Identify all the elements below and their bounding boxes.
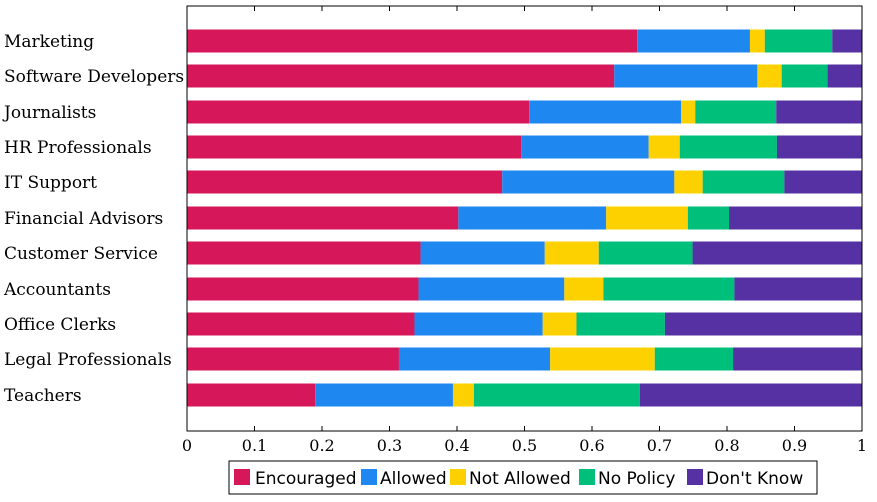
category-label: Accountants: [3, 280, 111, 300]
category-label: Legal Professionals: [4, 350, 172, 370]
bar-segment-1: [187, 312, 415, 336]
bar-segment-3: [648, 135, 680, 159]
legend-label: Not Allowed: [469, 469, 571, 489]
category-label: Financial Advisors: [4, 209, 163, 229]
bars-layer: [187, 29, 862, 407]
bar-segment-1: [187, 347, 399, 371]
bar-segment-2: [315, 383, 453, 407]
bar-segment-5: [776, 100, 862, 124]
bar-segment-5: [832, 29, 862, 53]
bar-segment-5: [734, 277, 862, 301]
bar-segment-4: [781, 64, 828, 88]
bar-segment-4: [702, 170, 785, 194]
bar-segment-3: [452, 383, 474, 407]
bar-segment-5: [729, 206, 862, 230]
bar-segment-4: [598, 241, 693, 265]
bar-segment-2: [398, 347, 551, 371]
category-label: Marketing: [4, 32, 94, 52]
legend-label: Encouraged: [255, 469, 357, 489]
bar-segment-1: [187, 135, 522, 159]
bar-segment-3: [674, 170, 703, 194]
x-tick-label: 0: [182, 436, 192, 455]
bar-segment-5: [639, 383, 862, 407]
bar-segment-2: [420, 241, 545, 265]
bar-segment-3: [550, 347, 655, 371]
bar-segment-4: [603, 277, 735, 301]
category-label: Software Developers: [4, 67, 184, 87]
bar-segment-5: [784, 170, 862, 194]
bar-segment-1: [187, 170, 503, 194]
category-labels: Marketing Software Developers Journalists H…: [2, 32, 184, 406]
bar-segment-3: [757, 64, 782, 88]
legend-swatch: [579, 469, 595, 485]
bar-segment-3: [544, 241, 599, 265]
bar-segment-1: [187, 64, 615, 88]
bar-segment-4: [654, 347, 734, 371]
bar-segment-1: [187, 206, 459, 230]
category-label: Customer Service: [4, 244, 158, 264]
x-tick-label: 0.8: [714, 436, 739, 455]
x-tick-label: 0.5: [512, 436, 537, 455]
x-tick-label: 0.1: [242, 436, 267, 455]
bar-segment-4: [473, 383, 640, 407]
legend-swatch: [450, 469, 466, 485]
legend-label: Allowed: [380, 469, 447, 489]
legend-swatch: [361, 469, 377, 485]
bar-segment-1: [187, 241, 421, 265]
bar-segment-3: [681, 100, 696, 124]
bar-segment-1: [187, 100, 530, 124]
bar-segment-5: [776, 135, 862, 159]
legend-swatch: [234, 469, 250, 485]
bar-segment-4: [764, 29, 833, 53]
bar-segment-4: [695, 100, 777, 124]
x-axis: 0 0.1 0.2 0.3 0.4 0.5 0.6 0.7 0.8 0.9 1: [182, 6, 867, 455]
x-tick-label: 0.2: [309, 436, 334, 455]
bar-segment-1: [187, 277, 419, 301]
x-tick-label: 0.4: [444, 436, 469, 455]
bar-segment-1: [187, 383, 316, 407]
x-tick-label: 0.7: [647, 436, 672, 455]
bar-segment-5: [692, 241, 862, 265]
x-tick-label: 0.6: [579, 436, 604, 455]
bar-segment-2: [502, 170, 675, 194]
bar-segment-3: [606, 206, 688, 230]
legend-box: [228, 460, 818, 495]
bar-segment-2: [529, 100, 682, 124]
x-tick-label: 1: [857, 436, 867, 455]
bar-segment-2: [521, 135, 649, 159]
bar-segment-3: [749, 29, 765, 53]
bar-segment-5: [664, 312, 862, 336]
bar-segment-5: [827, 64, 862, 88]
bar-segment-5: [733, 347, 862, 371]
legend-swatch: [687, 469, 703, 485]
legend: Encouraged Allowed Not Allowed No Policy Don…: [228, 460, 818, 495]
x-tick-label: 0.3: [377, 436, 402, 455]
bar-segment-3: [564, 277, 604, 301]
category-label: Teachers: [4, 386, 82, 406]
category-label: HR Professionals: [4, 138, 152, 158]
plot-frame: [186, 5, 863, 432]
bar-segment-2: [418, 277, 565, 301]
bar-segment-1: [187, 29, 638, 53]
bar-segment-3: [542, 312, 577, 336]
bar-segment-2: [414, 312, 543, 336]
bar-segment-4: [687, 206, 730, 230]
legend-label: Don't Know: [706, 469, 803, 489]
bar-segment-2: [458, 206, 607, 230]
legend-label: No Policy: [598, 469, 675, 489]
category-label: Office Clerks: [4, 315, 116, 335]
bar-segment-2: [614, 64, 758, 88]
bar-segment-4: [679, 135, 777, 159]
bar-segment-4: [576, 312, 665, 336]
x-tick-label: 0.9: [782, 436, 807, 455]
category-label: Journalists: [2, 103, 96, 123]
bar-segment-2: [637, 29, 750, 53]
category-label: IT Support: [4, 173, 97, 193]
